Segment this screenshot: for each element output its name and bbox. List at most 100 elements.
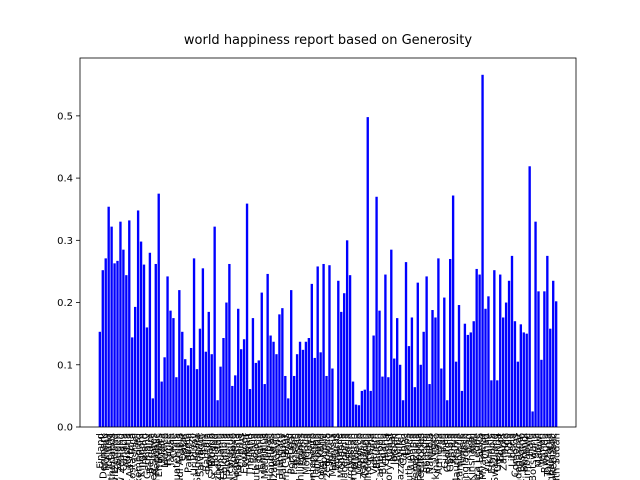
bar bbox=[98, 331, 102, 427]
x-tick-label: Libya bbox=[304, 433, 315, 460]
x-tick-label: Poland bbox=[210, 433, 221, 466]
bar bbox=[166, 276, 169, 427]
x-tick-label: Tunisia bbox=[457, 433, 468, 468]
x-tick-label: Montenegro bbox=[307, 433, 318, 480]
bar bbox=[195, 369, 199, 427]
x-tick-label: United States bbox=[148, 433, 159, 480]
x-tick-label: Kenya bbox=[449, 433, 460, 464]
bar bbox=[446, 400, 449, 427]
x-tick-label: Central African Republic bbox=[549, 433, 560, 480]
x-tick-label: Cyprus bbox=[237, 433, 248, 468]
bar bbox=[198, 328, 202, 427]
bar bbox=[469, 332, 472, 427]
bar bbox=[257, 360, 260, 427]
bar bbox=[552, 280, 555, 427]
x-tick-label: Ukraine bbox=[484, 433, 495, 472]
bar bbox=[390, 249, 393, 427]
bar bbox=[254, 362, 258, 427]
bar bbox=[310, 283, 313, 427]
x-tick-label: Azerbaijan bbox=[357, 433, 368, 480]
x-tick-label: Ecuador bbox=[240, 432, 251, 474]
bar bbox=[393, 358, 396, 427]
bar bbox=[142, 264, 146, 427]
bar bbox=[295, 354, 299, 427]
x-tick-label: Philippines bbox=[296, 433, 307, 480]
x-tick-label: Malawi bbox=[534, 433, 545, 468]
bar bbox=[460, 390, 464, 427]
bar bbox=[325, 375, 328, 427]
bar bbox=[290, 290, 293, 427]
x-tick-label: Indonesia bbox=[363, 433, 374, 480]
x-tick-label: Sweden bbox=[113, 433, 124, 473]
bar bbox=[419, 364, 422, 427]
y-tick-label: 0.3 bbox=[57, 236, 73, 247]
x-tick-label: Israel bbox=[131, 433, 142, 460]
x-tick-label: Bhutan bbox=[372, 433, 383, 469]
bar bbox=[304, 341, 308, 427]
x-tick-label: Latvia bbox=[248, 433, 259, 463]
bar bbox=[354, 404, 358, 427]
x-tick-label: Slovakia bbox=[204, 433, 215, 475]
x-tick-label: Gambia bbox=[446, 433, 457, 472]
bar bbox=[510, 255, 514, 427]
x-tick-label: Lebanon bbox=[360, 433, 371, 476]
x-tick-label: Burkina Faso bbox=[431, 433, 442, 480]
bar bbox=[178, 290, 181, 427]
x-tick-label: Afghanistan bbox=[546, 433, 557, 480]
x-tick-label: Greece bbox=[334, 433, 345, 469]
bar bbox=[201, 268, 205, 427]
x-tick-label: Rwanda bbox=[540, 433, 551, 473]
bar bbox=[210, 354, 213, 427]
x-tick-label: Algeria bbox=[351, 433, 362, 468]
x-tick-label: Northern Cyprus bbox=[281, 433, 292, 480]
x-tick-label: Finland bbox=[95, 433, 106, 469]
bar bbox=[225, 302, 228, 427]
x-tick-label: Costa Rica bbox=[128, 433, 139, 480]
x-tick-label: Haiti bbox=[525, 433, 536, 456]
bar bbox=[484, 308, 487, 427]
x-tick-label: Brazil bbox=[187, 433, 198, 461]
x-tick-label: Serbia bbox=[298, 433, 309, 465]
x-tick-label: Chad bbox=[481, 433, 492, 459]
x-tick-label: Turkmenistan bbox=[349, 433, 360, 480]
y-tick-label: 0.4 bbox=[57, 174, 73, 185]
bar bbox=[537, 291, 540, 427]
bar bbox=[525, 333, 528, 427]
x-tick-label: Austria bbox=[122, 433, 133, 468]
x-tick-label: Iran bbox=[437, 433, 448, 453]
bar bbox=[219, 366, 222, 427]
bar bbox=[507, 280, 511, 427]
bar bbox=[437, 258, 440, 427]
y-tick-label: 0.5 bbox=[57, 111, 73, 122]
x-tick-label: Namibia bbox=[425, 433, 436, 474]
bar bbox=[272, 341, 275, 427]
bar bbox=[104, 258, 107, 427]
x-tick-label: Netherlands bbox=[107, 433, 118, 480]
bar bbox=[275, 354, 278, 427]
bar bbox=[357, 405, 361, 427]
x-tick-label: France bbox=[163, 433, 174, 466]
x-tick-label: Honduras bbox=[266, 433, 277, 480]
bar bbox=[222, 338, 225, 427]
bar bbox=[463, 323, 467, 427]
x-tick-label: Iraq bbox=[463, 433, 474, 453]
x-tick-label: Iceland bbox=[104, 433, 115, 469]
bar bbox=[245, 203, 249, 427]
x-tick-label: Morocco bbox=[354, 433, 365, 475]
x-tick-label: Dominican Republic bbox=[319, 433, 330, 480]
bar bbox=[443, 297, 446, 427]
bar bbox=[239, 349, 243, 427]
x-tick-label: Singapore bbox=[192, 433, 203, 480]
bar bbox=[242, 339, 246, 427]
x-tick-label: Liberia bbox=[507, 433, 518, 467]
x-tick-label: Bahrain bbox=[201, 433, 212, 472]
x-tick-label: Myanmar bbox=[478, 432, 489, 480]
bar bbox=[466, 334, 470, 427]
bar bbox=[387, 377, 390, 427]
x-tick-label: Luxembourg bbox=[134, 433, 145, 480]
x-tick-label: Paraguay bbox=[278, 433, 289, 480]
bar bbox=[110, 226, 113, 427]
x-tick-label: Uruguay bbox=[190, 433, 201, 476]
bar bbox=[381, 376, 384, 427]
bar bbox=[101, 270, 104, 427]
